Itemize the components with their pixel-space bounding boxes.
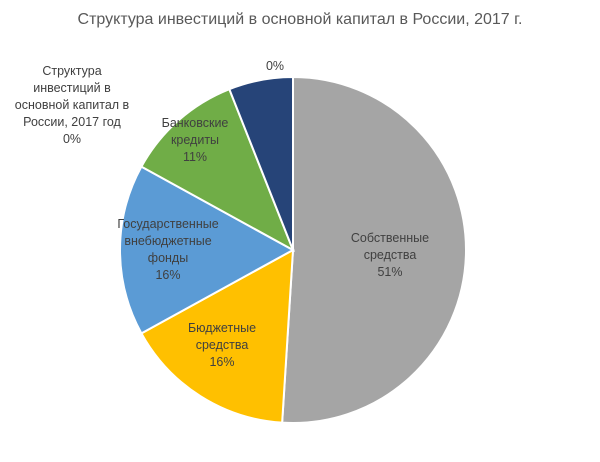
label-text: Собственные средства 51% <box>330 230 450 281</box>
pie-slice <box>119 165 296 335</box>
slice-label: Собственные средства 51% <box>330 195 450 315</box>
slice-label: Государственные внебюджетные фонды 16% <box>113 190 223 310</box>
pie-slice <box>281 75 467 424</box>
slice-label-box: Структура инвестиций в основной капитал … <box>10 45 135 165</box>
pie-slice <box>140 248 295 424</box>
slice-label: Структура инвестиций в основной капитал … <box>10 45 135 165</box>
value-label: 0% <box>62 131 82 146</box>
label-text: Банковские кредиты 11% <box>148 115 243 166</box>
slice-label-box: Бюджетные средства 16% <box>172 285 272 405</box>
label-text: 0% <box>255 58 295 75</box>
pie-slice <box>140 87 295 253</box>
slice-label-box: Банковские кредиты 11% <box>148 80 243 200</box>
value-label: 51% <box>377 264 403 279</box>
value-label: 16% <box>209 354 235 369</box>
slice-label: Банковские кредиты 11% <box>148 80 243 200</box>
category-label: Собственные средства <box>350 230 430 262</box>
slice-label: 0% <box>255 6 295 126</box>
category-label: Государственные внебюджетные фонды <box>117 217 219 265</box>
value-label: 0% <box>265 58 285 73</box>
slice-label-box: 0% <box>255 6 295 126</box>
category-label: Структура инвестиций в основной капитал … <box>14 63 130 129</box>
slice-label: Бюджетные средства 16% <box>172 285 272 405</box>
chart-title: Структура инвестиций в основной капитал … <box>78 11 523 28</box>
value-label: 11% <box>182 149 208 164</box>
category-label: Бюджетные средства <box>187 320 257 352</box>
category-label: Банковские кредиты <box>161 115 229 147</box>
value-label: 16% <box>155 268 181 282</box>
label-text: Бюджетные средства 16% <box>172 320 272 371</box>
slice-label-box: Государственные внебюджетные фонды 16% <box>113 190 223 310</box>
label-text: Государственные внебюджетные фонды 16% <box>113 216 223 284</box>
slice-label-box: Собственные средства 51% <box>330 195 450 315</box>
label-text: Структура инвестиций в основной капитал … <box>10 63 135 148</box>
